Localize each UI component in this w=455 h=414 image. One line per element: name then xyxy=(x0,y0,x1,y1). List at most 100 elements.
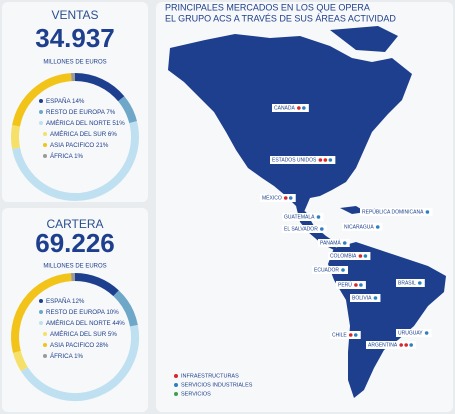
map-title: EL GRUPO ACS A TRAVÉS DE SUS ÁREAS ACTIV… xyxy=(165,13,396,23)
country-label: COLOMBIA xyxy=(328,252,371,260)
label-box xyxy=(282,213,324,221)
label-box xyxy=(260,194,296,202)
activity-dot xyxy=(328,158,333,162)
legend-bullet xyxy=(39,121,43,125)
donut-segment xyxy=(11,273,72,353)
backlog-title: CARTERA xyxy=(46,217,103,231)
country-name: CHILE xyxy=(332,332,347,338)
donut-segment xyxy=(12,73,72,127)
item-name: ESPAÑA xyxy=(46,298,72,305)
label-box xyxy=(396,329,432,337)
legend-label: SERVICIOS xyxy=(181,391,211,397)
donut-segment xyxy=(12,121,139,202)
country-label: REPÚBLICA DOMINICANA xyxy=(360,208,433,216)
country-label: PANAMÁ xyxy=(318,239,350,247)
activity-dot xyxy=(297,106,301,110)
activity-dot xyxy=(358,254,363,258)
country-label: URUGUAY xyxy=(396,329,432,337)
activity-dot xyxy=(363,254,368,258)
country-name: NICARAGUA xyxy=(344,224,374,230)
label-box xyxy=(336,281,366,289)
legend-item: ÁFRICA 1% xyxy=(50,153,84,160)
item-value: 12% xyxy=(72,298,85,305)
activity-dot xyxy=(399,343,403,347)
legend-item: ÁFRICA 1% xyxy=(50,353,84,360)
activity-dot xyxy=(353,333,358,337)
country-name: COLOMBIA xyxy=(330,253,357,259)
country-name: PERÚ xyxy=(338,281,352,288)
item-name: ÁFRICA xyxy=(50,153,74,160)
donut-segment xyxy=(20,325,139,401)
legend-bullet xyxy=(39,110,43,114)
caribbean xyxy=(340,206,366,214)
country-name: REPÚBLICA DOMINICANA xyxy=(362,208,424,215)
country-name: ECUADOR xyxy=(314,267,339,273)
country-label: EL SALVADOR xyxy=(282,225,327,233)
backlog-value: 69.226 xyxy=(35,228,115,258)
donut-segment xyxy=(74,73,125,102)
activity-dot xyxy=(424,331,429,335)
country-name: PANAMÁ xyxy=(320,239,341,246)
sales-panel xyxy=(2,2,148,202)
country-name: ESTADOS UNIDOS xyxy=(272,157,317,163)
item-name: RESTO DE EUROPA xyxy=(46,309,106,316)
activity-dot xyxy=(354,283,358,287)
item-name: AMÉRICA DEL NORTE xyxy=(46,320,111,327)
label-box xyxy=(272,104,309,112)
activity-dot xyxy=(404,343,408,347)
item-value: 44% xyxy=(112,320,125,327)
legend-bullet xyxy=(43,154,47,158)
country-label: ESTADOS UNIDOS xyxy=(270,156,336,164)
country-name: CANADA xyxy=(274,105,296,111)
item-name: AMÉRICA DEL SUR xyxy=(50,131,107,138)
legend-item: ESPAÑA 12% xyxy=(46,298,85,305)
item-value: 14% xyxy=(72,98,85,105)
legend-bullet xyxy=(43,143,47,147)
map-title: PRINCIPALES MERCADOS EN LOS QUE OPERA xyxy=(165,2,370,12)
legend-item: ASIA PACIFICO 21% xyxy=(50,142,109,149)
item-value: 51% xyxy=(112,120,125,127)
country-name: URUGUAY xyxy=(398,330,423,336)
activity-dot xyxy=(359,283,363,287)
legend-item: ESPAÑA 14% xyxy=(46,98,85,105)
country-label: BRASIL xyxy=(396,279,425,287)
activity-dot xyxy=(375,225,380,229)
legend-item: RESTO DE EUROPA 7% xyxy=(46,109,116,116)
item-value: 28% xyxy=(96,342,109,349)
country-label: CANADA xyxy=(272,104,309,112)
country-label: BOLIVIA xyxy=(350,294,381,302)
item-name: ASIA PACIFICO xyxy=(50,142,94,149)
label-box xyxy=(350,294,381,302)
activity-dot xyxy=(318,158,323,162)
legend-bullet xyxy=(43,132,47,136)
item-name: ESPAÑA xyxy=(46,98,72,105)
legend-bullet xyxy=(39,99,43,103)
label-box xyxy=(360,208,433,216)
label-box xyxy=(282,225,327,233)
country-label: PERÚ xyxy=(336,281,366,289)
legend-bullet xyxy=(39,321,43,325)
legend-dot xyxy=(174,383,178,387)
item-name: ASIA PACIFICO xyxy=(50,342,94,349)
country-name: EL SALVADOR xyxy=(284,226,318,232)
country-label: MÉXICO xyxy=(260,194,296,202)
activity-dot xyxy=(373,296,378,300)
country-name: BRASIL xyxy=(398,280,416,286)
donut-segment xyxy=(113,290,138,327)
label-box xyxy=(342,223,383,231)
legend-item: ASIA PACIFICO 28% xyxy=(50,342,109,349)
item-name: RESTO DE EUROPA xyxy=(46,109,106,116)
activity-dot xyxy=(316,215,321,219)
label-box xyxy=(366,341,417,349)
item-value: 6% xyxy=(108,131,117,138)
legend-dot xyxy=(174,392,178,396)
legend-bullet xyxy=(39,299,43,303)
activity-dot xyxy=(288,196,293,200)
legend-bullet xyxy=(43,354,47,358)
activity-dot xyxy=(409,343,413,347)
label-box xyxy=(270,156,336,164)
activity-dot xyxy=(417,281,422,285)
donut-segment xyxy=(74,273,119,297)
item-value: 1% xyxy=(74,353,83,360)
